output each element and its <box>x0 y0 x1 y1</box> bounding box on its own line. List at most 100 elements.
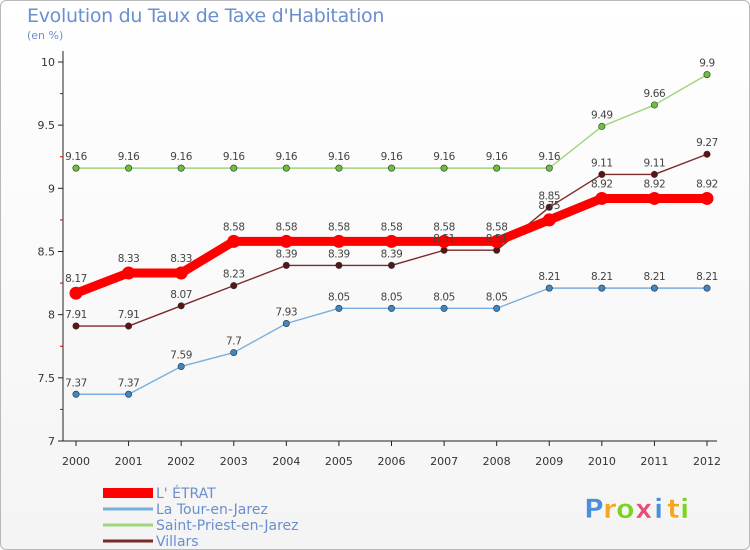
data-point <box>177 164 185 172</box>
legend-label: La Tour-en-Jarez <box>156 502 268 518</box>
data-label: 7.93 <box>275 307 297 319</box>
legend-swatch <box>103 523 153 527</box>
data-point <box>332 234 346 248</box>
data-point <box>545 164 553 172</box>
data-label: 9.9 <box>699 58 715 70</box>
data-label: 8.58 <box>381 221 403 233</box>
data-label: 8.92 <box>591 178 613 190</box>
x-tick-label: 2009 <box>535 455 563 468</box>
x-tick-label: 2006 <box>378 455 406 468</box>
data-label: 9.16 <box>538 151 560 163</box>
data-point <box>650 284 658 292</box>
data-point <box>125 322 133 330</box>
data-label: 9.16 <box>275 151 297 163</box>
data-point <box>493 304 501 312</box>
series-line <box>75 287 708 395</box>
data-point <box>227 234 241 248</box>
brand-letter: o <box>616 494 635 525</box>
data-label: 8.85 <box>538 190 560 202</box>
x-tick-label: 2012 <box>693 455 721 468</box>
data-point <box>282 164 290 172</box>
data-point <box>650 101 658 109</box>
data-point <box>437 234 451 248</box>
data-point <box>335 261 343 269</box>
data-point <box>440 246 448 254</box>
brand-letter: r <box>603 494 617 525</box>
data-label: 9.16 <box>486 151 508 163</box>
data-point <box>542 213 556 227</box>
data-point <box>335 304 343 312</box>
data-label: 8.39 <box>328 248 350 260</box>
brand-letter: i <box>680 494 689 525</box>
data-point <box>545 284 553 292</box>
x-tick-label: 2004 <box>272 455 300 468</box>
data-point <box>177 362 185 370</box>
data-label: 9.27 <box>696 137 718 149</box>
data-point <box>545 203 553 211</box>
data-point <box>69 286 83 300</box>
chart-subtitle: (en %) <box>27 29 64 42</box>
data-point <box>335 164 343 172</box>
brand-letter: x <box>635 494 652 525</box>
x-tick-label: 2001 <box>115 455 143 468</box>
data-point <box>122 266 136 280</box>
data-label: 9.16 <box>433 151 455 163</box>
y-tick-label: 8 <box>48 309 55 322</box>
data-label: 9.16 <box>170 151 192 163</box>
x-tick-label: 2007 <box>430 455 458 468</box>
data-point <box>598 122 606 130</box>
data-point <box>282 261 290 269</box>
data-label: 8.05 <box>486 291 508 303</box>
data-label: 8.21 <box>538 271 560 283</box>
data-point <box>493 246 501 254</box>
data-label: 8.92 <box>696 178 718 190</box>
data-label: 9.11 <box>644 157 666 169</box>
data-label: 9.11 <box>591 157 613 169</box>
data-label: 9.16 <box>381 151 403 163</box>
data-label: 8.21 <box>696 271 718 283</box>
data-point <box>230 164 238 172</box>
y-tick-label: 9 <box>48 182 55 195</box>
data-label: 8.05 <box>433 291 455 303</box>
data-point <box>703 284 711 292</box>
data-point <box>387 261 395 269</box>
legend-label: Saint-Priest-en-Jarez <box>156 518 299 534</box>
brand-letter: t <box>667 494 680 525</box>
data-label: 8.75 <box>538 200 560 212</box>
data-point <box>595 191 609 205</box>
data-point <box>174 266 188 280</box>
x-tick-label: 2002 <box>167 455 195 468</box>
data-label: 8.58 <box>433 221 455 233</box>
series-layer <box>69 71 714 398</box>
data-label: 8.33 <box>170 253 192 265</box>
data-point <box>703 71 711 79</box>
data-label: 8.58 <box>275 221 297 233</box>
chart-title: Evolution du Taux de Taxe d'Habitation <box>27 5 385 27</box>
data-label: 9.16 <box>118 151 140 163</box>
data-label: 9.49 <box>591 109 613 121</box>
x-tick-label: 2003 <box>220 455 248 468</box>
data-point <box>387 164 395 172</box>
data-label: 8.07 <box>170 289 192 301</box>
data-point <box>703 150 711 158</box>
data-point <box>125 164 133 172</box>
legend-label: Villars <box>156 534 199 550</box>
data-label: 9.16 <box>328 151 350 163</box>
data-label: 9.16 <box>223 151 245 163</box>
data-point <box>177 302 185 310</box>
x-tick-label: 2011 <box>640 455 668 468</box>
data-point <box>125 390 133 398</box>
data-label: 8.17 <box>65 273 87 285</box>
data-point <box>700 191 714 205</box>
data-label: 8.39 <box>275 248 297 260</box>
legend-swatch <box>103 507 153 511</box>
y-tick-label: 8.5 <box>38 246 56 259</box>
data-point <box>598 170 606 178</box>
y-tick-label: 10 <box>41 56 55 69</box>
brand-letter: P <box>584 494 604 525</box>
data-label: 8.58 <box>486 221 508 233</box>
data-point <box>385 234 398 248</box>
y-tick-label: 7 <box>48 435 55 448</box>
